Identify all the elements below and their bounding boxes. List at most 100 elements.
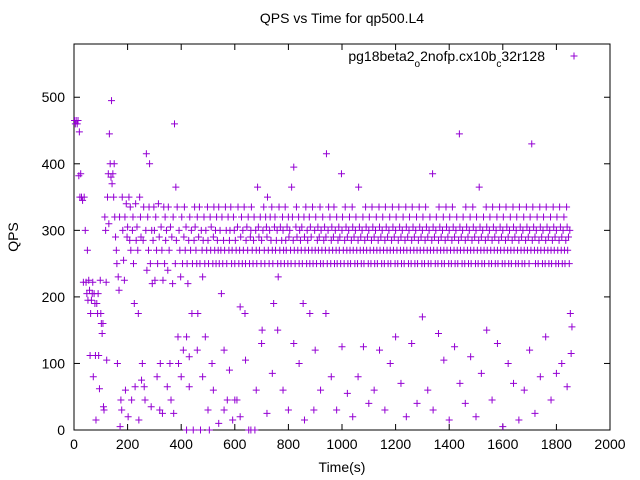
data-point xyxy=(346,213,354,221)
data-point xyxy=(87,296,95,304)
data-point xyxy=(386,359,394,367)
data-point xyxy=(183,333,191,341)
data-point xyxy=(229,213,237,221)
data-point xyxy=(215,419,223,427)
data-point xyxy=(529,203,537,211)
data-point xyxy=(173,203,181,211)
x-tick-label: 600 xyxy=(223,436,247,452)
data-point xyxy=(469,203,477,211)
data-point xyxy=(174,333,182,341)
data-point xyxy=(242,236,250,244)
data-point xyxy=(225,236,233,244)
data-point xyxy=(376,346,384,354)
data-point xyxy=(263,409,271,417)
data-point xyxy=(284,406,292,414)
x-tick-label: 2000 xyxy=(594,436,625,452)
data-point xyxy=(185,353,193,361)
data-point xyxy=(552,226,560,234)
data-point xyxy=(354,373,362,381)
data-point xyxy=(134,246,142,254)
data-point xyxy=(491,233,499,241)
data-point xyxy=(85,276,93,284)
data-point xyxy=(129,213,137,221)
data-point xyxy=(466,213,474,221)
data-point xyxy=(112,233,120,241)
data-point xyxy=(333,213,341,221)
data-point xyxy=(168,233,176,241)
data-point xyxy=(132,200,140,208)
y-tick-label: 400 xyxy=(42,156,66,172)
data-point xyxy=(408,203,416,211)
data-point xyxy=(307,233,315,241)
data-point xyxy=(87,310,95,318)
data-point xyxy=(564,233,572,241)
data-point xyxy=(239,226,247,234)
data-point xyxy=(510,379,518,387)
data-point xyxy=(240,203,248,211)
data-point xyxy=(116,423,124,431)
data-point xyxy=(549,203,557,211)
data-point xyxy=(162,236,170,244)
data-point xyxy=(177,373,185,381)
data-point xyxy=(216,226,224,234)
data-point xyxy=(114,273,122,281)
data-point xyxy=(142,150,150,158)
data-point xyxy=(260,203,268,211)
data-point xyxy=(163,383,171,391)
data-point xyxy=(429,170,437,178)
data-point xyxy=(419,213,427,221)
data-point xyxy=(266,226,274,234)
data-point xyxy=(186,213,194,221)
data-point xyxy=(89,373,97,381)
data-point xyxy=(334,236,342,244)
data-point xyxy=(528,140,536,148)
data-point xyxy=(546,226,554,234)
data-point xyxy=(244,213,252,221)
y-tick-label: 100 xyxy=(42,355,66,371)
data-point xyxy=(539,226,547,234)
data-point xyxy=(322,233,330,241)
data-point xyxy=(126,203,134,211)
data-point xyxy=(502,203,510,211)
data-point xyxy=(566,226,574,234)
data-point xyxy=(377,233,385,241)
data-point xyxy=(445,416,453,424)
data-point xyxy=(146,260,154,268)
data-point xyxy=(175,359,183,367)
data-point xyxy=(349,413,357,421)
data-point xyxy=(525,260,533,268)
data-point xyxy=(321,223,329,231)
data-point xyxy=(270,300,278,308)
data-point xyxy=(279,386,287,394)
data-point xyxy=(164,266,172,274)
data-point xyxy=(462,203,470,211)
data-point xyxy=(432,226,440,234)
data-point xyxy=(273,226,281,234)
legend-marker-glyph xyxy=(570,52,578,60)
data-point xyxy=(531,409,539,417)
data-point xyxy=(125,193,133,201)
y-tick-label: 0 xyxy=(57,422,65,438)
data-point xyxy=(564,246,572,254)
data-point xyxy=(115,286,123,294)
data-point xyxy=(499,213,507,221)
data-point xyxy=(268,203,276,211)
data-point xyxy=(296,236,304,244)
data-point xyxy=(292,223,300,231)
data-point xyxy=(242,356,250,364)
data-point xyxy=(345,226,353,234)
data-point xyxy=(445,226,453,234)
axes: 0 200 400 600 800 1000 1200 1400 1600 1800 2000 0 10… xyxy=(42,44,626,452)
data-point xyxy=(236,303,244,311)
data-point xyxy=(538,233,546,241)
data-point xyxy=(195,233,203,241)
data-point xyxy=(241,310,249,318)
data-point xyxy=(304,236,312,244)
data-point xyxy=(150,203,158,211)
data-point xyxy=(180,233,188,241)
x-tick-label: 1200 xyxy=(380,436,411,452)
data-point xyxy=(328,223,336,231)
data-point xyxy=(522,203,530,211)
data-point xyxy=(372,226,379,234)
data-point xyxy=(199,273,207,281)
